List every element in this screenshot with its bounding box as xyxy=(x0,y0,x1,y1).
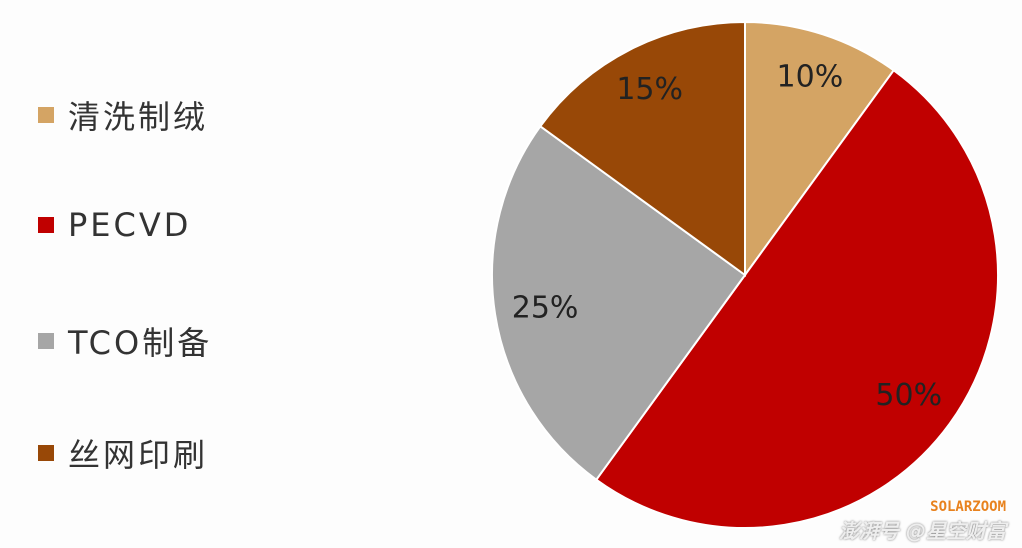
watermark-brand: SOLARZOOM xyxy=(930,499,1006,515)
legend-swatch xyxy=(38,107,54,123)
watermark-source: 澎湃号 @星空财富 xyxy=(839,519,1006,543)
watermark: SOLARZOOM 澎湃号 @星空财富 xyxy=(839,499,1006,544)
legend-item: PECVD xyxy=(38,206,191,244)
pie-slice xyxy=(594,68,999,529)
legend-item: TCO制备 xyxy=(38,318,212,364)
pie-slice xyxy=(744,20,896,279)
legend-swatch xyxy=(38,333,54,349)
legend-swatch xyxy=(38,445,54,461)
legend-item: 清洗制绒 xyxy=(38,92,208,138)
legend-swatch xyxy=(38,217,54,233)
legend-label: PECVD xyxy=(68,206,192,244)
legend-label: TCO制备 xyxy=(68,324,213,362)
legend-item: 丝网印刷 xyxy=(38,430,208,476)
legend-label: 丝网印刷 xyxy=(68,436,209,474)
slice-label: 50% xyxy=(875,378,942,413)
slice-label: 25% xyxy=(512,291,579,326)
pie-slice xyxy=(538,20,746,277)
slice-label: 10% xyxy=(777,59,844,94)
slice-label: 15% xyxy=(616,72,683,107)
pie-slice xyxy=(491,124,747,482)
legend-label: 清洗制绒 xyxy=(68,98,209,136)
